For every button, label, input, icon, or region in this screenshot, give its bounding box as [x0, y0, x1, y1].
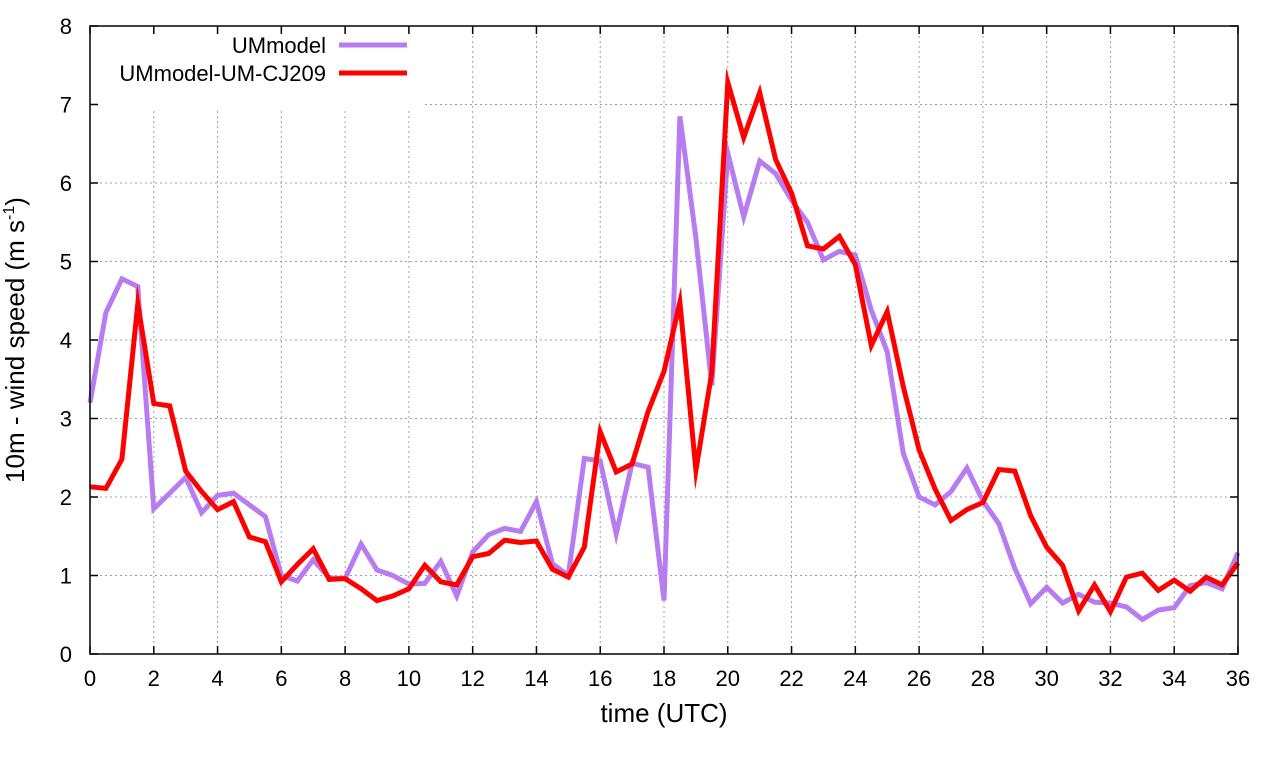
x-tick-label: 14 — [524, 666, 548, 691]
legend-background — [92, 26, 422, 108]
x-tick-label: 26 — [907, 666, 931, 691]
y-tick-label: 4 — [60, 328, 72, 353]
y-tick-label: 3 — [60, 407, 72, 432]
y-tick-label: 2 — [60, 485, 72, 510]
y-tick-label: 1 — [60, 564, 72, 589]
x-tick-label: 22 — [779, 666, 803, 691]
axis-ticks — [89, 25, 1239, 655]
y-tick-label: 0 — [60, 642, 72, 667]
y-tick-label: 5 — [60, 250, 72, 275]
x-tick-label: 34 — [1162, 666, 1186, 691]
x-tick-label: 10 — [397, 666, 421, 691]
x-tick-label: 8 — [339, 666, 351, 691]
x-tick-label: 2 — [148, 666, 160, 691]
x-tick-label: 20 — [716, 666, 740, 691]
x-tick-label: 30 — [1034, 666, 1058, 691]
x-tick-label: 6 — [275, 666, 287, 691]
x-tick-label: 4 — [211, 666, 223, 691]
tick-labels: 0 2 4 6 8 10 12 14 16 18 20 22 24 26 28 30 32 34 360123456… — [60, 14, 1250, 691]
y-tick-label: 7 — [60, 93, 72, 118]
legend: UMmodel UMmodel-UM-CJ209 — [119, 33, 407, 86]
x-tick-label: 18 — [652, 666, 676, 691]
y-tick-label: 8 — [60, 14, 72, 39]
legend-label-2: UMmodel-UM-CJ209 — [119, 61, 326, 86]
y-axis-title-close: ) — [0, 197, 30, 206]
x-tick-label: 32 — [1098, 666, 1122, 691]
y-axis-title-superscript: -1 — [1, 206, 18, 220]
x-tick-label: 12 — [460, 666, 484, 691]
x-tick-label: 16 — [588, 666, 612, 691]
legend-label-1: UMmodel — [232, 33, 326, 58]
x-axis-title: time (UTC) — [600, 698, 727, 728]
y-tick-label: 6 — [60, 171, 72, 196]
y-axis-title: 10m - wind speed (m s-1) — [0, 197, 30, 483]
x-tick-label: 36 — [1226, 666, 1250, 691]
x-tick-label: 28 — [971, 666, 995, 691]
y-axis-title-main: 10m - wind speed (m s — [0, 220, 30, 483]
series-lines — [87, 67, 1241, 623]
series-line-2 — [89, 67, 1241, 617]
x-tick-label: 0 — [84, 666, 96, 691]
x-tick-label: 24 — [843, 666, 867, 691]
